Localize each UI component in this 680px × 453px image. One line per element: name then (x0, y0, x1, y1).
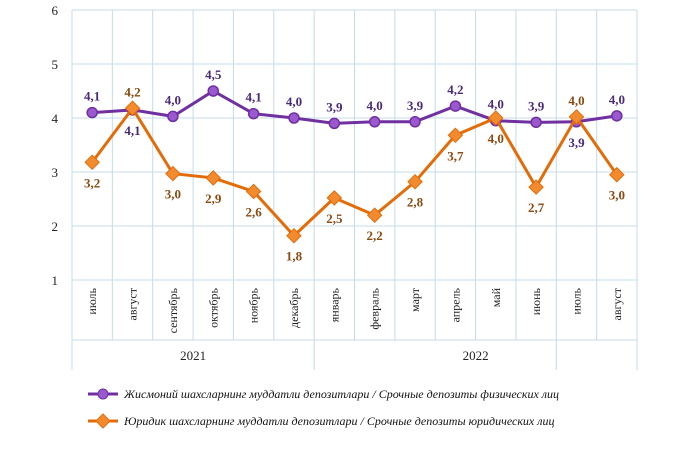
x-category-label: январь (327, 287, 341, 322)
data-label: 4,1 (84, 89, 100, 104)
grid (71, 9, 638, 370)
x-category-label: февраль (368, 287, 382, 329)
legend-marker (95, 413, 111, 429)
data-label: 3,7 (447, 148, 464, 163)
data-label: 4,2 (447, 82, 463, 97)
data-label: 3,0 (609, 188, 625, 203)
data-point (247, 107, 260, 120)
data-label: 2,7 (528, 200, 545, 215)
data-point (167, 110, 179, 123)
data-label: 4,1 (124, 123, 140, 138)
data-label: 2,9 (205, 191, 222, 206)
data-point (366, 207, 383, 223)
data-label: 2,5 (326, 211, 343, 226)
data-point (84, 154, 100, 171)
data-point (368, 116, 381, 128)
data-point (124, 100, 141, 117)
data-label: 2,8 (407, 195, 424, 210)
data-label: 4,5 (205, 67, 222, 82)
y-tick-label: 3 (52, 165, 59, 180)
data-point (165, 165, 181, 182)
series-lines: 4,1 4,1 4,0 4,5 4,1 4,0 3,9 4,0 3,9 4,2 4,0 3,9 3,9 4… (84, 67, 625, 264)
data-label: 3,9 (407, 98, 424, 113)
data-point (328, 117, 341, 130)
data-label: 4,0 (568, 93, 584, 108)
data-point (207, 85, 219, 97)
data-point (568, 109, 585, 125)
data-label: 3,0 (165, 187, 181, 202)
data-point (407, 173, 423, 190)
legend-marker (97, 388, 109, 400)
data-point (449, 100, 462, 112)
legend-label: Юридик шахсларнинг муддатли депозитлари … (123, 414, 555, 428)
x-category-label: октябрь (206, 287, 220, 327)
x-category-label: ноябрь (247, 287, 261, 323)
data-point (288, 112, 300, 124)
y-tick-label: 2 (52, 219, 59, 234)
legend: Жисмоний шахсларнинг муддатли депозитлар… (88, 387, 559, 429)
data-label: 3,9 (568, 135, 585, 150)
data-label: 4,2 (124, 84, 140, 99)
data-point (286, 227, 302, 244)
data-label: 4,0 (609, 92, 625, 107)
data-point (447, 127, 464, 144)
x-category-label: апрель (448, 287, 462, 322)
y-tick-label: 5 (52, 57, 59, 72)
data-label: 4,0 (286, 94, 302, 109)
y-tick-label: 4 (52, 111, 59, 126)
y-tick-label: 6 (52, 3, 59, 18)
data-label: 4,1 (245, 90, 261, 105)
year-label: 2022 (463, 348, 489, 363)
data-point (528, 179, 544, 195)
data-label: 4,0 (165, 92, 181, 107)
series-0: 4,1 4,1 4,0 4,5 4,1 4,0 3,9 4,0 3,9 4,2 4,0 3,9 3,9 4… (84, 67, 625, 150)
data-point (409, 116, 421, 128)
year-label: 2021 (180, 348, 206, 363)
data-point (487, 110, 504, 126)
x-category-label: март (408, 287, 422, 312)
data-label: 3,9 (326, 99, 343, 114)
x-category-label: сентябрь (166, 287, 180, 333)
data-label: 1,8 (286, 249, 303, 264)
y-axis-ticks: 1 2 3 4 5 6 (52, 3, 59, 288)
series-line (92, 89, 618, 125)
data-point (530, 116, 542, 129)
legend-label: Жисмоний шахсларнинг муддатли депозитлар… (123, 387, 559, 401)
data-label: 3,9 (528, 98, 545, 113)
y-tick-label: 1 (52, 273, 59, 288)
x-category-label: июль (85, 287, 99, 314)
data-label: 2,6 (245, 204, 262, 219)
x-category-label: декабрь (287, 287, 301, 328)
x-category-label: июнь (529, 287, 543, 315)
data-point (609, 166, 625, 183)
data-label: 2,2 (367, 228, 383, 243)
series-1: 3,2 4,2 3,0 2,9 2,6 1,8 2,5 2,2 2,8 3,7 4,0 2,7 4,0 3… (84, 84, 625, 263)
x-axis-categories: июль август сентябрь октябрь ноябрь декабрь ян… (85, 287, 624, 363)
data-label: 4,0 (488, 131, 504, 146)
data-point (205, 170, 222, 186)
data-label: 4,0 (488, 97, 504, 112)
x-category-label: август (610, 287, 624, 320)
x-category-label: май (489, 287, 503, 307)
data-point (326, 190, 343, 206)
data-point (611, 110, 623, 122)
data-label: 3,2 (84, 175, 100, 190)
x-category-label: август (126, 287, 140, 320)
data-point (245, 183, 262, 200)
data-label: 4,0 (367, 98, 383, 113)
x-category-label: июль (569, 287, 583, 314)
data-point (86, 106, 98, 119)
